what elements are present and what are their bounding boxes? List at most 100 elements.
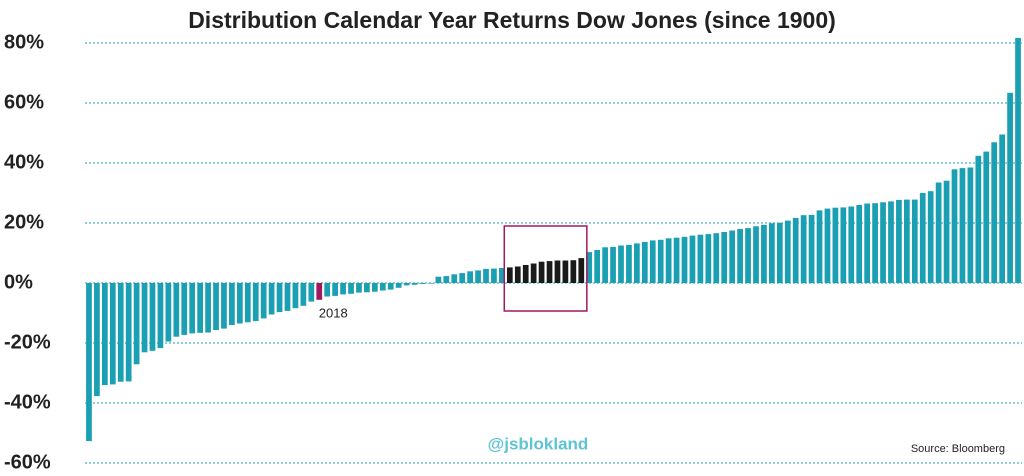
chart-title: Distribution Calendar Year Returns Dow J… <box>188 7 836 33</box>
bar <box>435 276 442 283</box>
bar <box>181 283 188 335</box>
bar <box>1015 37 1021 284</box>
bar <box>904 199 910 283</box>
bar <box>824 208 831 283</box>
bar <box>387 283 394 290</box>
bar <box>792 217 799 283</box>
bar <box>451 274 458 283</box>
bar <box>705 234 712 283</box>
bar <box>546 261 553 283</box>
bar <box>411 283 418 285</box>
bar <box>586 252 593 283</box>
bar <box>911 199 918 283</box>
bar <box>665 238 672 283</box>
bar <box>943 180 950 283</box>
bar <box>117 283 124 382</box>
bar <box>324 283 331 297</box>
bar <box>578 258 585 283</box>
y-tick-label: 20% <box>4 211 44 233</box>
bar <box>506 267 513 283</box>
bar <box>745 228 751 283</box>
bar <box>499 268 505 283</box>
watermark: @jsblokland <box>488 434 589 453</box>
y-tick-label: 40% <box>4 151 44 173</box>
bar <box>737 229 743 283</box>
bar <box>197 283 203 333</box>
bar <box>276 283 283 313</box>
bar <box>634 243 640 283</box>
bar <box>594 250 601 283</box>
bar <box>133 283 140 365</box>
bar <box>221 283 227 329</box>
bar <box>189 283 196 334</box>
bar <box>570 260 577 283</box>
bar <box>808 214 815 283</box>
bar <box>292 283 299 309</box>
bar <box>610 247 616 283</box>
bar <box>403 283 410 286</box>
bar <box>872 203 878 283</box>
y-tick-label: -60% <box>4 451 51 473</box>
bar <box>896 199 902 283</box>
bar <box>244 283 251 323</box>
bar <box>371 283 378 292</box>
bar <box>840 207 847 283</box>
bar <box>236 283 243 324</box>
bar <box>125 283 132 382</box>
bar <box>927 191 934 283</box>
bar <box>864 203 871 283</box>
bar <box>657 239 664 283</box>
bar <box>784 220 791 283</box>
bar <box>689 235 696 283</box>
bar <box>332 283 338 296</box>
bar <box>538 261 545 283</box>
bar <box>205 283 211 333</box>
bar <box>459 273 466 283</box>
bar <box>379 283 386 291</box>
bar <box>888 201 894 283</box>
bar <box>173 283 180 337</box>
bar <box>308 283 315 302</box>
bar <box>157 283 164 349</box>
bar <box>729 230 736 283</box>
bar <box>761 224 767 283</box>
bar <box>491 268 497 283</box>
bar <box>618 245 624 283</box>
bar <box>101 283 108 385</box>
bar <box>475 270 481 283</box>
bar <box>959 168 966 283</box>
source: Source: Bloomberg <box>911 443 1005 455</box>
bar <box>109 283 116 385</box>
bar <box>229 283 235 325</box>
bar <box>419 283 426 284</box>
bar <box>951 169 958 283</box>
bar <box>626 244 632 283</box>
bar <box>514 266 521 283</box>
bar <box>94 283 100 397</box>
y-tick-label: -40% <box>4 391 51 413</box>
bar <box>554 260 561 283</box>
bar <box>856 205 863 283</box>
bar <box>356 283 362 293</box>
bar <box>562 260 569 283</box>
bar <box>522 265 529 283</box>
bar <box>467 271 473 283</box>
bar <box>975 155 982 283</box>
bar <box>880 202 886 283</box>
bar <box>641 241 648 283</box>
bar <box>483 268 489 283</box>
y-tick-label: 0% <box>4 271 33 293</box>
bar <box>284 283 291 311</box>
bar <box>999 134 1006 283</box>
bar <box>86 283 92 442</box>
bar <box>395 283 402 288</box>
bar <box>832 207 839 283</box>
bar <box>300 283 307 306</box>
bar <box>991 142 998 283</box>
bar <box>776 222 783 283</box>
bar <box>967 167 974 283</box>
bar <box>530 263 537 283</box>
y-tick-label: 60% <box>4 91 44 113</box>
bar <box>364 283 370 293</box>
